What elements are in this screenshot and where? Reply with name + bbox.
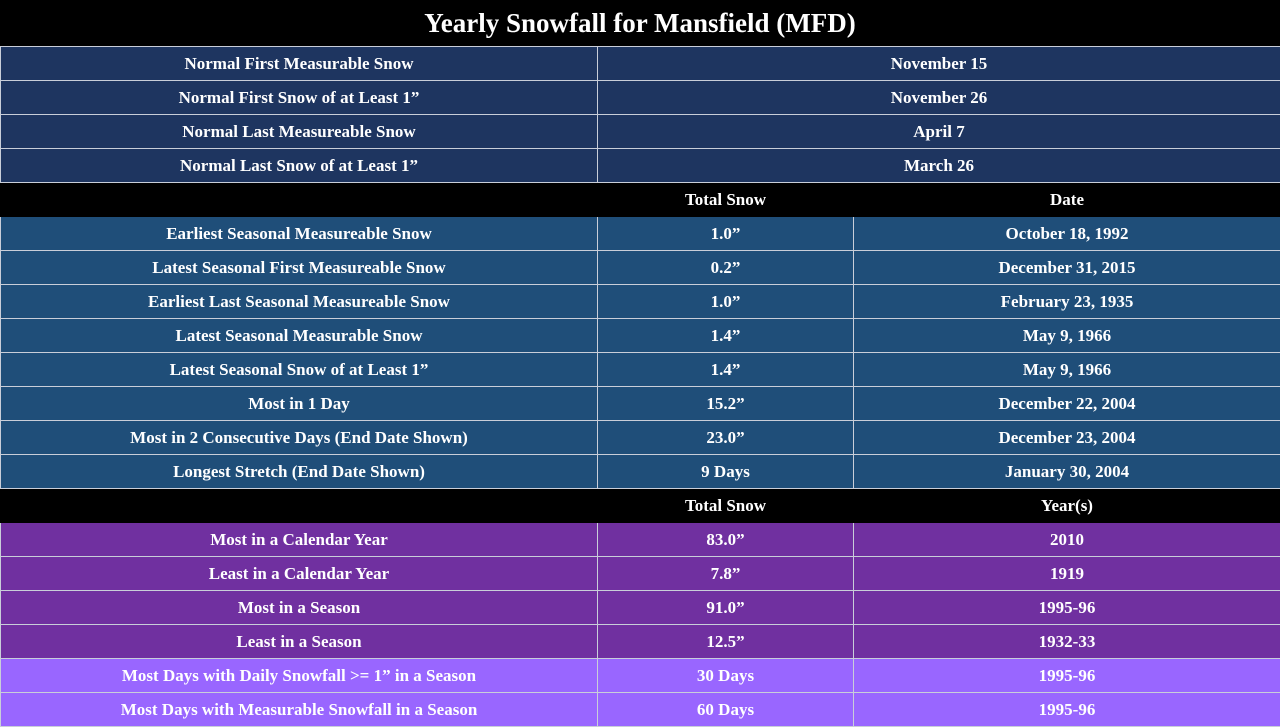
table-row: Earliest Last Seasonal Measureable Snow … bbox=[1, 285, 1280, 319]
header-date: Date bbox=[854, 183, 1280, 217]
row-total: 23.0” bbox=[598, 421, 854, 455]
table-row: Latest Seasonal First Measureable Snow 0… bbox=[1, 251, 1280, 285]
row-date: May 9, 1966 bbox=[854, 353, 1280, 387]
row-total: 1.0” bbox=[598, 285, 854, 319]
table-row: Most in a Calendar Year 83.0” 2010 bbox=[1, 523, 1280, 557]
row-date: December 23, 2004 bbox=[854, 421, 1280, 455]
row-total: 91.0” bbox=[598, 591, 854, 625]
row-total: 0.2” bbox=[598, 251, 854, 285]
header-years: Year(s) bbox=[854, 489, 1280, 523]
row-label: Longest Stretch (End Date Shown) bbox=[1, 455, 598, 489]
table-row: Normal First Measurable Snow November 15 bbox=[1, 47, 1280, 81]
row-date: May 9, 1966 bbox=[854, 319, 1280, 353]
row-label: Normal Last Measureable Snow bbox=[1, 115, 598, 149]
header-blank bbox=[1, 489, 598, 523]
row-year: 1995-96 bbox=[854, 693, 1280, 727]
header-total-snow: Total Snow bbox=[598, 183, 854, 217]
row-total: 12.5” bbox=[598, 625, 854, 659]
row-label: Latest Seasonal First Measureable Snow bbox=[1, 251, 598, 285]
snowfall-table: Normal First Measurable Snow November 15… bbox=[0, 46, 1280, 727]
row-year: 1919 bbox=[854, 557, 1280, 591]
header-total-snow: Total Snow bbox=[598, 489, 854, 523]
row-total: 1.4” bbox=[598, 353, 854, 387]
table-row: Normal Last Snow of at Least 1” March 26 bbox=[1, 149, 1280, 183]
table-row: Normal Last Measureable Snow April 7 bbox=[1, 115, 1280, 149]
table-row: Latest Seasonal Snow of at Least 1” 1.4”… bbox=[1, 353, 1280, 387]
section-header: Total Snow Year(s) bbox=[1, 489, 1280, 523]
row-total: 1.4” bbox=[598, 319, 854, 353]
row-year: 1932-33 bbox=[854, 625, 1280, 659]
row-label: Earliest Last Seasonal Measureable Snow bbox=[1, 285, 598, 319]
row-label: Least in a Calendar Year bbox=[1, 557, 598, 591]
row-label: Normal First Snow of at Least 1” bbox=[1, 81, 598, 115]
row-total: 60 Days bbox=[598, 693, 854, 727]
table-row: Earliest Seasonal Measureable Snow 1.0” … bbox=[1, 217, 1280, 251]
table-row: Least in a Calendar Year 7.8” 1919 bbox=[1, 557, 1280, 591]
row-date: October 18, 1992 bbox=[854, 217, 1280, 251]
row-value: March 26 bbox=[598, 149, 1280, 183]
table-row: Latest Seasonal Measurable Snow 1.4” May… bbox=[1, 319, 1280, 353]
section-header: Total Snow Date bbox=[1, 183, 1280, 217]
row-total: 15.2” bbox=[598, 387, 854, 421]
row-date: February 23, 1935 bbox=[854, 285, 1280, 319]
table-row: Most Days with Measurable Snowfall in a … bbox=[1, 693, 1280, 727]
row-label: Most Days with Daily Snowfall >= 1” in a… bbox=[1, 659, 598, 693]
table-row: Most in 2 Consecutive Days (End Date Sho… bbox=[1, 421, 1280, 455]
table-row: Most in a Season 91.0” 1995-96 bbox=[1, 591, 1280, 625]
table-row: Least in a Season 12.5” 1932-33 bbox=[1, 625, 1280, 659]
row-total: 7.8” bbox=[598, 557, 854, 591]
row-label: Most in a Season bbox=[1, 591, 598, 625]
row-label: Most Days with Measurable Snowfall in a … bbox=[1, 693, 598, 727]
row-value: November 15 bbox=[598, 47, 1280, 81]
row-year: 1995-96 bbox=[854, 659, 1280, 693]
row-total: 9 Days bbox=[598, 455, 854, 489]
row-date: December 31, 2015 bbox=[854, 251, 1280, 285]
table-row: Most Days with Daily Snowfall >= 1” in a… bbox=[1, 659, 1280, 693]
row-label: Normal Last Snow of at Least 1” bbox=[1, 149, 598, 183]
row-label: Normal First Measurable Snow bbox=[1, 47, 598, 81]
row-value: April 7 bbox=[598, 115, 1280, 149]
row-value: November 26 bbox=[598, 81, 1280, 115]
page-title: Yearly Snowfall for Mansfield (MFD) bbox=[0, 0, 1280, 46]
row-label: Latest Seasonal Snow of at Least 1” bbox=[1, 353, 598, 387]
table-row: Longest Stretch (End Date Shown) 9 Days … bbox=[1, 455, 1280, 489]
table-row: Most in 1 Day 15.2” December 22, 2004 bbox=[1, 387, 1280, 421]
table-row: Normal First Snow of at Least 1” Novembe… bbox=[1, 81, 1280, 115]
row-label: Most in 1 Day bbox=[1, 387, 598, 421]
row-label: Most in a Calendar Year bbox=[1, 523, 598, 557]
header-blank bbox=[1, 183, 598, 217]
row-date: January 30, 2004 bbox=[854, 455, 1280, 489]
row-year: 1995-96 bbox=[854, 591, 1280, 625]
row-label: Least in a Season bbox=[1, 625, 598, 659]
row-total: 83.0” bbox=[598, 523, 854, 557]
row-total: 30 Days bbox=[598, 659, 854, 693]
row-date: December 22, 2004 bbox=[854, 387, 1280, 421]
row-year: 2010 bbox=[854, 523, 1280, 557]
row-label: Latest Seasonal Measurable Snow bbox=[1, 319, 598, 353]
row-label: Earliest Seasonal Measureable Snow bbox=[1, 217, 598, 251]
row-label: Most in 2 Consecutive Days (End Date Sho… bbox=[1, 421, 598, 455]
row-total: 1.0” bbox=[598, 217, 854, 251]
